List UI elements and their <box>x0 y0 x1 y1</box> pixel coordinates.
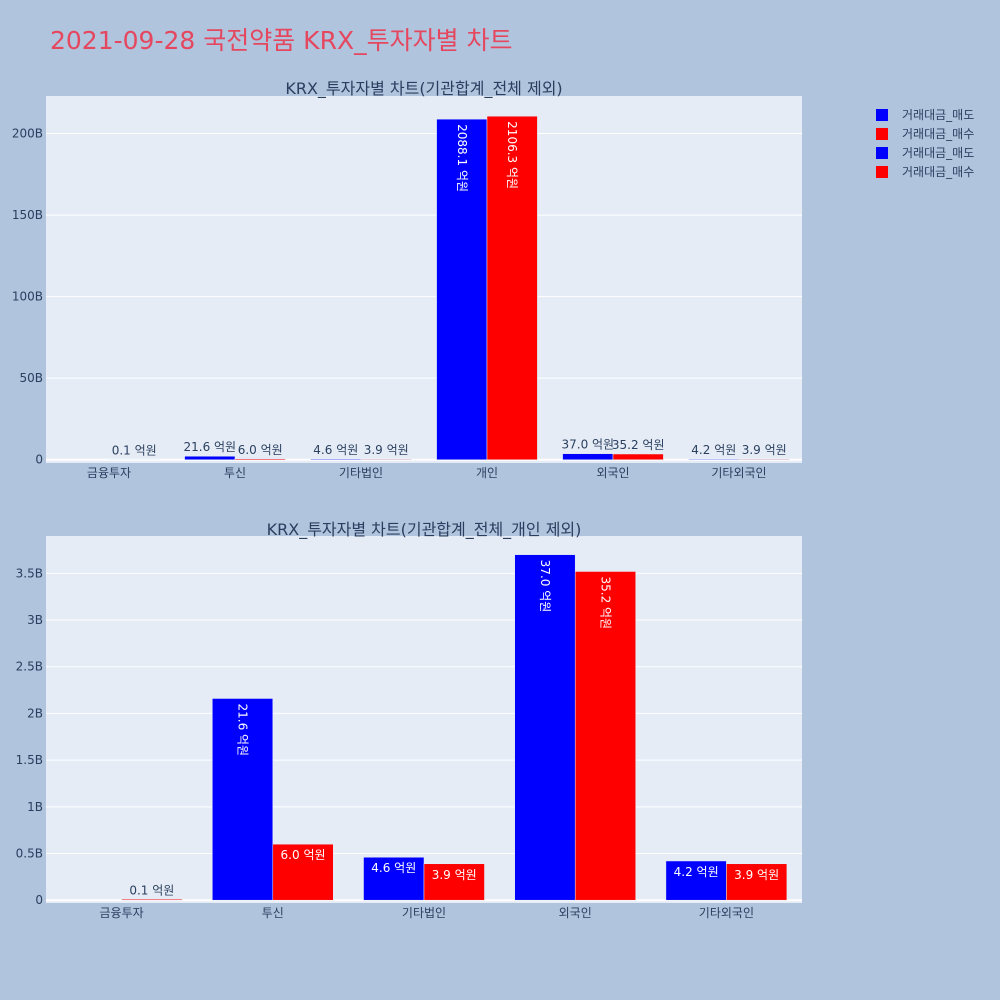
bar-buy[interactable] <box>726 863 788 901</box>
bar-sell[interactable] <box>212 698 274 901</box>
x-tick-label: 투신 <box>224 466 246 480</box>
legend-label[interactable]: 거래대금_매수 <box>902 165 974 179</box>
x-tick-label: 외국인 <box>596 466 629 480</box>
data-label: 4.2 억원 <box>674 865 719 879</box>
data-label: 3.9 억원 <box>734 868 779 882</box>
data-label: 2088.1 억원 <box>455 124 469 192</box>
x-tick-label: 기타법인 <box>339 466 383 480</box>
bar-buy[interactable] <box>738 458 790 460</box>
legend-label[interactable]: 거래대금_매수 <box>902 127 974 141</box>
bar-buy[interactable] <box>234 458 286 460</box>
x-tick-label: 금융투자 <box>87 466 131 480</box>
y-tick-label: 1.5B <box>16 753 43 767</box>
data-label: 35.2 억원 <box>598 576 612 629</box>
x-tick-label: 기타외국인 <box>711 466 766 480</box>
bar-buy[interactable] <box>612 453 664 460</box>
bar-sell[interactable] <box>310 458 362 460</box>
data-label: 0.1 억원 <box>129 883 174 897</box>
x-tick-label: 투신 <box>262 906 284 920</box>
bar-sell[interactable] <box>562 453 614 460</box>
data-label: 4.2 억원 <box>691 443 736 457</box>
bar-sell[interactable] <box>514 554 576 901</box>
chart-title: KRX_투자자별 차트(기관합계_전체_개인 제외) <box>267 520 582 540</box>
bar-buy[interactable] <box>574 571 636 901</box>
bar-buy[interactable] <box>272 843 334 901</box>
y-tick-label: 2.5B <box>16 660 43 674</box>
chart-all-investors: 0 50B 100B 150B 200B KRX_투자자별 차트(기관합계_전체 제외) 금… <box>12 79 802 480</box>
legend-swatch[interactable] <box>876 166 888 178</box>
bar-buy[interactable] <box>486 115 538 460</box>
legend-label[interactable]: 거래대금_매도 <box>902 108 974 122</box>
y-tick-label: 0.5B <box>16 847 43 861</box>
data-label: 35.2 억원 <box>612 438 665 452</box>
data-label: 3.9 억원 <box>432 868 477 882</box>
y-tick-label: 3B <box>27 613 43 627</box>
y-tick-label: 2B <box>27 706 43 720</box>
data-label: 4.6 억원 <box>313 443 358 457</box>
bar-buy[interactable] <box>121 899 183 901</box>
bar-sell[interactable] <box>436 118 488 460</box>
bar-buy[interactable] <box>423 863 485 901</box>
data-label: 2106.3 억원 <box>505 121 519 189</box>
bar-sell[interactable] <box>184 455 236 460</box>
legend-swatch[interactable] <box>876 109 888 121</box>
data-label: 6.0 억원 <box>281 848 326 862</box>
chart-title: KRX_투자자별 차트(기관합계_전체 제외) <box>285 79 562 99</box>
y-tick-label: 200B <box>12 127 43 141</box>
plot-area <box>46 96 802 463</box>
bar-sell[interactable] <box>363 856 425 901</box>
y-tick-label: 100B <box>12 290 43 304</box>
bar-sell[interactable] <box>665 860 727 901</box>
page-title: 2021-09-28 국전약품 KRX_투자자별 차트 <box>50 26 513 55</box>
y-tick-label: 0 <box>35 453 43 467</box>
data-label: 37.0 억원 <box>538 560 552 613</box>
x-tick-label: 외국인 <box>559 906 592 920</box>
y-tick-label: 0 <box>35 893 43 907</box>
x-tick-label: 기타외국인 <box>699 906 754 920</box>
data-label: 4.6 억원 <box>371 861 416 875</box>
chart-excluding-individuals: 0 0.5B 1B 1.5B 2B 2.5B 3B 3.5B KRX_투자자별 차트(기관합계_… <box>16 520 802 920</box>
y-tick-label: 1B <box>27 800 43 814</box>
plot-area <box>46 536 802 903</box>
data-label: 6.0 억원 <box>238 443 283 457</box>
y-tick-label: 50B <box>19 371 43 385</box>
data-label: 21.6 억원 <box>236 703 250 756</box>
data-label: 21.6 억원 <box>183 440 236 454</box>
bar-sell[interactable] <box>688 458 740 460</box>
data-label: 37.0 억원 <box>561 438 614 452</box>
data-label: 3.9 억원 <box>742 443 787 457</box>
y-tick-label: 150B <box>12 208 43 222</box>
legend-swatch[interactable] <box>876 128 888 140</box>
x-tick-label: 기타법인 <box>402 906 446 920</box>
bar-buy[interactable] <box>360 458 412 460</box>
data-label: 3.9 억원 <box>364 443 409 457</box>
x-tick-label: 개인 <box>476 466 498 480</box>
data-label: 0.1 억원 <box>112 444 157 458</box>
legend-label[interactable]: 거래대금_매도 <box>902 146 974 160</box>
legend-swatch[interactable] <box>876 147 888 159</box>
y-tick-label: 3.5B <box>16 566 43 580</box>
x-tick-label: 금융투자 <box>100 906 144 920</box>
